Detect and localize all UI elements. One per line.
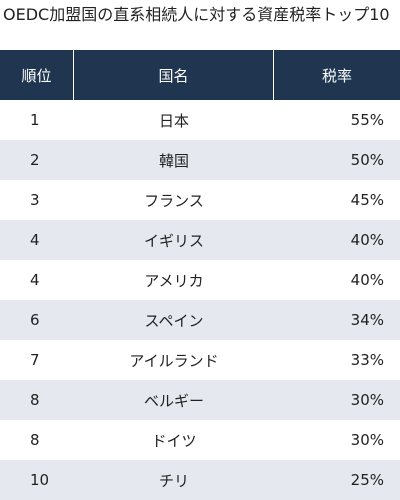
rate-cell: 30% [274,380,400,420]
rank-cell: 8 [0,420,74,460]
page-title: OEDC加盟国の直系相続人に対する資産税率トップ10 [3,5,390,24]
rank-cell: 4 [0,220,74,260]
header-rate: 税率 [274,50,400,100]
rank-cell: 2 [0,140,74,180]
rate-cell: 33% [274,340,400,380]
country-cell: ベルギー [74,380,274,420]
country-cell: 日本 [74,100,274,140]
rate-cell: 34% [274,300,400,340]
header-country: 国名 [74,50,274,100]
rate-cell: 40% [274,220,400,260]
rate-cell: 50% [274,140,400,180]
country-cell: ドイツ [74,420,274,460]
table-row: 4 イギリス 40% [0,220,400,260]
tax-rate-table: 順位 国名 税率 1 日本 55% 2 韓国 50% 3 フランス 45% [0,50,400,500]
rate-cell: 25% [274,460,400,500]
rank-cell: 8 [0,380,74,420]
table-row: 7 アイルランド 33% [0,340,400,380]
country-cell: アイルランド [74,340,274,380]
table-row: 1 日本 55% [0,100,400,140]
table-row: 10 チリ 25% [0,460,400,500]
rate-cell: 55% [274,100,400,140]
table-row: 4 アメリカ 40% [0,260,400,300]
table-row: 8 ドイツ 30% [0,420,400,460]
rank-cell: 7 [0,340,74,380]
country-cell: スペイン [74,300,274,340]
header-rank: 順位 [0,50,74,100]
country-cell: 韓国 [74,140,274,180]
rank-cell: 4 [0,260,74,300]
rank-cell: 1 [0,100,74,140]
table-row: 3 フランス 45% [0,180,400,220]
rate-cell: 30% [274,420,400,460]
rank-cell: 10 [0,460,74,500]
rate-cell: 40% [274,260,400,300]
table-row: 6 スペイン 34% [0,300,400,340]
table-row: 2 韓国 50% [0,140,400,180]
country-cell: イギリス [74,220,274,260]
rank-cell: 6 [0,300,74,340]
country-cell: チリ [74,460,274,500]
country-cell: フランス [74,180,274,220]
rank-cell: 3 [0,180,74,220]
table-row: 8 ベルギー 30% [0,380,400,420]
rate-cell: 45% [274,180,400,220]
table-header-row: 順位 国名 税率 [0,50,400,100]
country-cell: アメリカ [74,260,274,300]
